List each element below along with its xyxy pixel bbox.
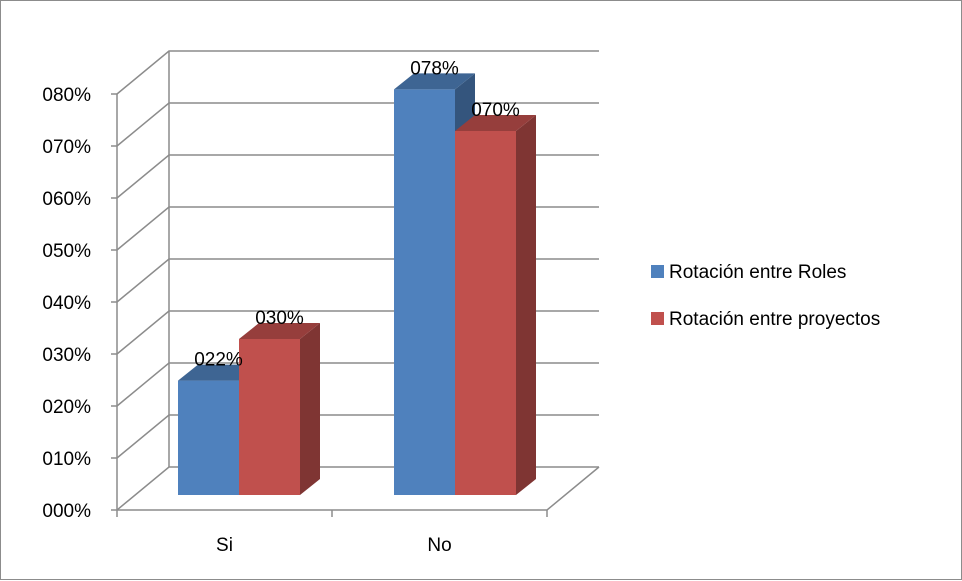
x-axis: Si No (116, 510, 548, 556)
data-label: 078% (410, 58, 459, 79)
bar (239, 323, 320, 495)
y-tick-label: 020% (42, 397, 91, 418)
y-tick-label: 000% (42, 501, 91, 522)
bar-side (516, 115, 536, 495)
legend-entry: Rotación entre Roles (651, 262, 846, 283)
data-label: 070% (471, 100, 520, 121)
data-label: 022% (194, 350, 243, 371)
bar-top (394, 73, 475, 90)
y-tick-label: 060% (42, 189, 91, 210)
bar-front (455, 131, 516, 495)
legend: Rotación entre Roles Rotación entre proye… (651, 262, 880, 330)
bar (178, 364, 259, 495)
bar-side (300, 323, 320, 495)
bar-top (455, 115, 536, 131)
data-labels: 022% 030% 078% 070% (194, 58, 520, 370)
y-tick-label: 010% (42, 449, 91, 470)
bar-top (178, 364, 259, 381)
bar-front (394, 89, 455, 496)
bars (178, 73, 536, 496)
bar-front (178, 380, 239, 495)
data-label: 030% (255, 308, 304, 329)
bar (455, 115, 536, 495)
bar-front (239, 339, 300, 495)
legend-swatch (651, 312, 664, 325)
gridline (116, 50, 599, 95)
x-tick-label: Si (216, 535, 233, 556)
y-tick-label: 030% (42, 345, 91, 366)
y-tick-label: 080% (42, 85, 91, 106)
legend-swatch (651, 265, 664, 278)
legend-label: Rotación entre Roles (669, 262, 846, 283)
x-tick-label: No (427, 535, 451, 556)
y-tick-label: 050% (42, 241, 91, 262)
legend-entry: Rotación entre proyectos (651, 309, 880, 330)
y-tick-label: 040% (42, 293, 91, 314)
y-tick-label: 070% (42, 137, 91, 158)
y-axis: 000% 010% 020% 030% 040% 050% 060% 070% 080% (42, 85, 118, 522)
legend-label: Rotación entre proyectos (669, 309, 880, 330)
bar-top (239, 323, 320, 339)
